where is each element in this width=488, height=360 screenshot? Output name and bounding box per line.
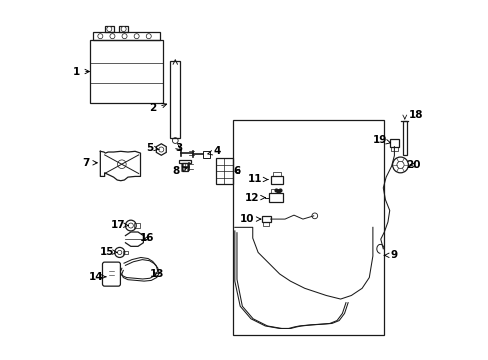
Bar xyxy=(203,150,210,158)
Bar xyxy=(261,216,270,222)
Bar xyxy=(389,139,398,147)
Bar xyxy=(119,26,128,32)
Bar xyxy=(268,193,282,202)
Bar xyxy=(390,147,397,151)
Bar xyxy=(270,189,280,193)
Text: 2: 2 xyxy=(149,103,166,113)
Bar xyxy=(272,172,281,176)
Bar xyxy=(215,158,233,184)
Bar xyxy=(262,222,269,226)
Text: 12: 12 xyxy=(244,193,264,203)
Bar xyxy=(93,32,159,40)
Text: 6: 6 xyxy=(232,166,240,176)
Text: 18: 18 xyxy=(408,111,423,121)
Bar xyxy=(271,176,282,184)
Text: 19: 19 xyxy=(372,135,390,145)
Text: 20: 20 xyxy=(405,160,420,170)
Bar xyxy=(105,26,113,32)
Text: 16: 16 xyxy=(140,233,154,243)
Text: 8: 8 xyxy=(172,166,187,176)
Bar xyxy=(170,60,180,138)
Text: 14: 14 xyxy=(88,272,106,282)
Bar xyxy=(233,120,383,335)
Bar xyxy=(179,160,190,163)
Circle shape xyxy=(121,27,126,32)
Bar xyxy=(122,251,128,254)
Text: 1: 1 xyxy=(73,67,89,77)
Text: 7: 7 xyxy=(82,158,97,168)
Text: 9: 9 xyxy=(384,250,396,260)
Text: 11: 11 xyxy=(247,174,267,184)
Bar xyxy=(402,121,406,155)
Circle shape xyxy=(106,27,112,32)
Text: 15: 15 xyxy=(100,247,117,257)
Text: 10: 10 xyxy=(240,214,260,224)
Bar xyxy=(89,40,163,103)
Text: 13: 13 xyxy=(149,269,163,279)
Text: 4: 4 xyxy=(207,146,221,156)
Bar xyxy=(182,163,187,171)
Text: 3: 3 xyxy=(175,143,182,153)
Bar xyxy=(134,224,140,228)
Text: 17: 17 xyxy=(111,220,128,230)
Text: 5: 5 xyxy=(146,143,159,153)
